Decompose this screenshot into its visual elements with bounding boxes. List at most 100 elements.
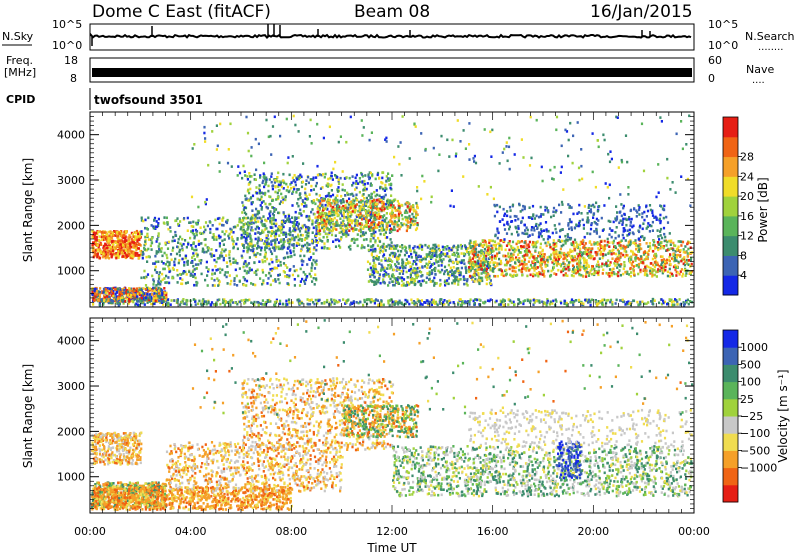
data-cell [618,241,621,244]
data-cell [123,240,126,244]
data-cell [384,183,387,187]
data-cell [377,208,380,212]
data-cell [342,233,345,236]
data-cell [389,277,392,281]
data-cell [326,194,329,198]
data-cell [500,273,503,276]
data-cell [316,241,319,244]
data-cell [634,239,637,242]
data-cell [122,287,126,291]
data-cell [465,250,469,253]
data-cell [572,244,575,248]
data-cell [185,303,188,306]
data-cell [386,236,389,239]
data-cell [370,223,374,227]
data-cell [451,247,454,250]
data-cell [505,244,509,247]
data-cell [493,240,497,243]
data-cell [356,244,359,248]
data-cell [314,298,317,302]
data-cell [257,211,261,215]
data-cell [288,240,292,243]
data-cell [630,262,633,265]
data-cell [174,234,177,237]
data-cell [594,300,597,304]
data-cell [298,176,302,179]
data-cell [622,300,625,304]
data-cell [301,277,304,281]
data-cell [279,260,282,264]
data-cell [489,282,492,286]
data-cell [368,211,372,214]
data-cell [106,287,109,290]
data-cell [285,299,288,303]
data-cell [563,299,566,303]
data-cell [275,232,278,236]
data-cell [123,230,126,234]
freq-label-line1: Freq. [6,54,33,67]
data-cell [357,301,360,305]
data-cell [273,244,276,247]
data-cell [295,176,298,180]
data-cell [479,276,482,280]
data-cell [522,263,525,266]
data-cell [264,246,267,249]
data-cell [664,262,667,265]
data-cell [199,226,202,229]
data-cell [124,236,127,240]
data-cell [241,256,244,259]
data-cell [600,246,603,250]
data-cell [223,238,226,241]
data-cell [291,234,294,237]
data-cell [328,212,331,215]
data-cell [434,243,437,247]
data-cell [157,222,160,225]
data-cell [426,272,429,275]
data-cell [662,268,665,272]
data-cell [363,217,366,221]
data-cell [432,243,435,247]
data-cell [388,228,391,232]
data-cell [387,284,390,287]
data-cell [107,301,110,305]
data-cell [376,299,379,302]
data-cell [140,291,143,295]
data-cell [414,271,417,275]
data-cell [443,299,446,302]
data-cell [418,246,421,250]
data-cell [260,302,263,305]
data-cell [270,175,273,178]
data-cell [246,216,249,220]
data-cell [360,205,363,209]
data-cell [140,219,143,222]
data-cell [382,197,385,201]
data-cell [340,201,343,205]
data-cell [98,301,101,305]
data-cell [369,300,372,304]
data-cell [569,248,572,252]
data-cell [535,299,538,303]
data-cell [253,253,256,257]
data-cell [254,178,257,181]
data-cell [451,273,454,277]
data-cell [673,303,676,307]
data-cell [193,236,196,240]
data-cell [329,204,332,208]
data-cell [301,225,304,229]
data-cell [109,240,112,243]
data-cell [120,239,123,242]
data-cell [601,303,604,306]
data-cell [393,253,396,256]
data-cell [372,231,375,235]
data-cell [596,243,599,246]
data-cell [282,238,285,241]
data-cell [322,223,325,226]
data-cell [447,282,450,286]
data-cell [445,269,448,272]
data-cell [279,247,282,251]
data-cell [390,241,393,244]
data-cell [280,192,283,196]
data-cell [391,280,394,283]
data-cell [139,289,142,293]
data-cell [260,217,263,220]
